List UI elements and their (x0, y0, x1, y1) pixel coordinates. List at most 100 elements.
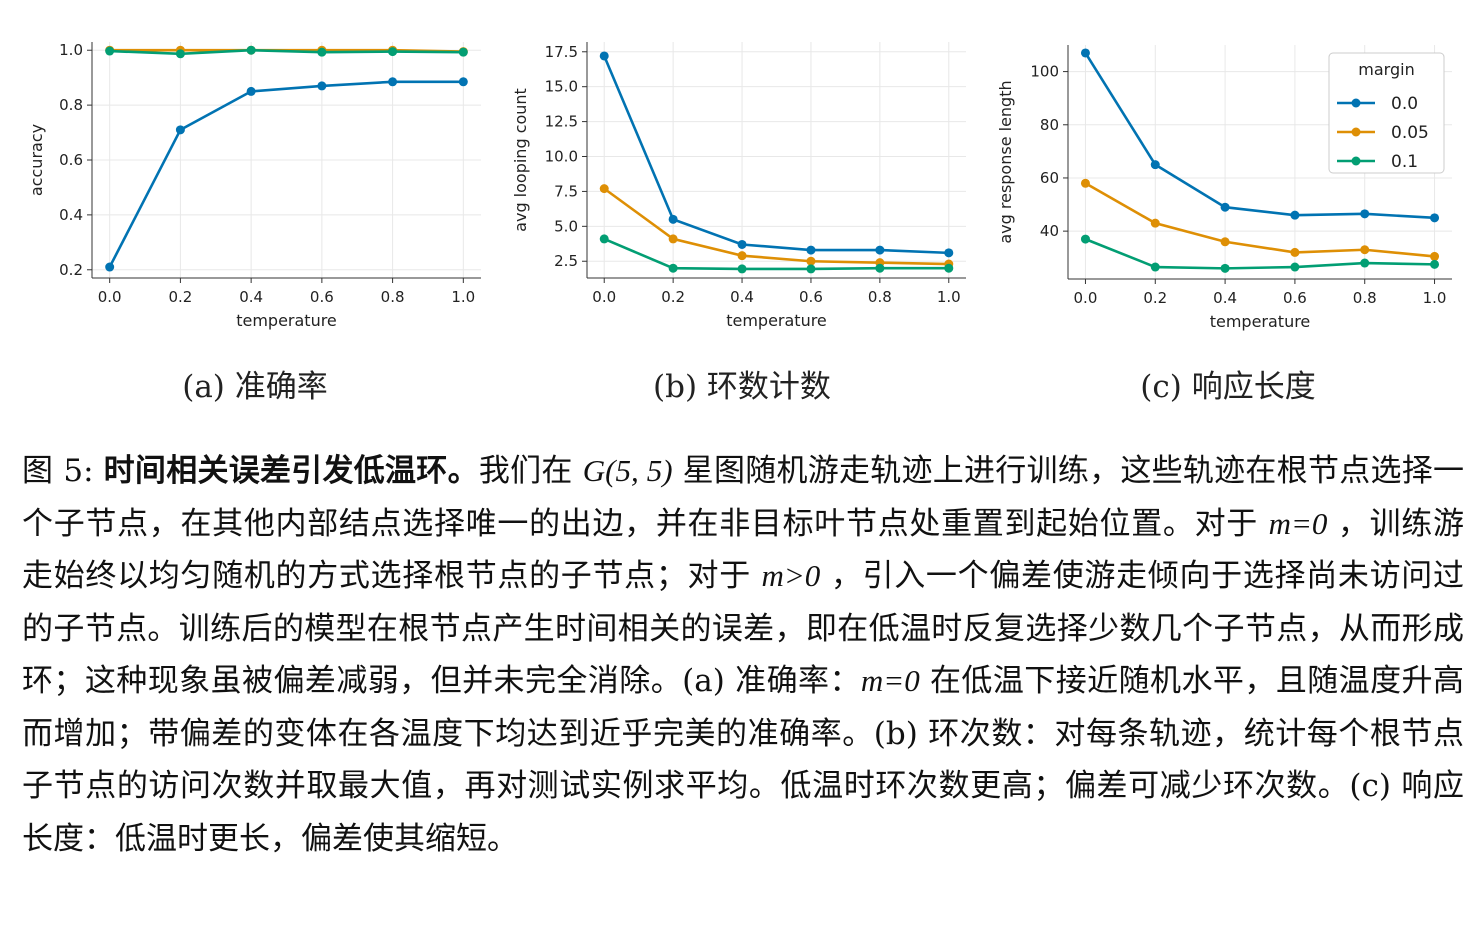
x-tick-label: 0.0 (1074, 289, 1098, 307)
data-point (1360, 245, 1370, 255)
x-tick-label: 0.2 (168, 288, 192, 306)
x-tick-label: 0.8 (1353, 289, 1377, 307)
y-tick-label: 60 (1040, 169, 1059, 187)
data-point (737, 264, 747, 274)
data-point (737, 239, 747, 249)
data-point (1220, 202, 1230, 212)
x-tick-label: 1.0 (937, 288, 961, 306)
series-line (109, 48, 464, 56)
y-tick-label: 0.2 (59, 261, 83, 279)
data-point (458, 77, 468, 87)
y-tick-label: 100 (1030, 63, 1059, 81)
legend-marker (1351, 127, 1361, 137)
data-point (1150, 262, 1160, 272)
legend-label: 0.05 (1391, 123, 1429, 143)
caption-math: m>0 (761, 558, 821, 593)
caption-bold: 时间相关误差引发低温环。 (103, 453, 479, 489)
caption-math: m=0 (1268, 505, 1328, 541)
x-tick-label: 0.6 (1283, 289, 1307, 307)
data-point (317, 47, 327, 57)
data-point (1150, 160, 1160, 170)
x-tick-label: 1.0 (451, 288, 475, 306)
y-axis-label: avg looping count (511, 88, 530, 232)
data-point (458, 47, 468, 57)
legend-marker (1351, 98, 1361, 108)
legend-box (1328, 52, 1445, 174)
y-tick-label: 10.0 (545, 148, 578, 166)
x-tick-label: 0.0 (592, 288, 616, 306)
y-tick-label: 0.8 (59, 96, 83, 114)
y-tick-label: 1.0 (59, 41, 83, 59)
subcaption: (a) 准确率 (182, 369, 328, 405)
data-point (1080, 178, 1090, 188)
data-point (944, 263, 954, 273)
data-point (806, 264, 816, 274)
x-tick-label: 0.0 (98, 288, 122, 306)
data-point (668, 214, 678, 224)
y-tick-label: 5.0 (554, 217, 578, 235)
data-point (1360, 258, 1370, 268)
series-line (1084, 237, 1435, 270)
caption-normal: 星图随机游走轨迹上进行训练，这些轨迹在根节点选择一个子节点，在其他内部结点选择唯… (22, 453, 1464, 542)
x-tick-label: 0.8 (381, 288, 405, 306)
legend-label: 0.0 (1391, 94, 1418, 114)
data-point (317, 81, 327, 91)
x-tick-label: 0.8 (868, 288, 892, 306)
y-tick-label: 2.5 (554, 252, 578, 270)
y-tick-label: 15.0 (545, 78, 578, 96)
x-axis-label: temperature (726, 311, 827, 330)
data-point (1080, 234, 1090, 244)
data-point (599, 184, 609, 194)
series-line (1084, 182, 1435, 258)
data-point (1290, 210, 1300, 220)
data-point (875, 263, 885, 273)
series-line (108, 80, 464, 268)
data-point (875, 245, 885, 255)
series-line (1084, 52, 1435, 220)
data-point (599, 51, 609, 61)
y-tick-label: 40 (1040, 222, 1059, 240)
x-tick-label: 0.6 (799, 288, 823, 306)
data-point (388, 47, 398, 57)
data-point (175, 125, 185, 135)
x-axis-label: temperature (236, 311, 337, 330)
data-point (1290, 262, 1300, 272)
y-tick-label: 0.6 (59, 151, 83, 169)
caption-normal: 图 5: (22, 453, 104, 489)
data-point (175, 49, 185, 59)
data-point (246, 86, 256, 96)
data-point (1430, 213, 1440, 223)
legend-marker (1351, 156, 1361, 166)
figure: 0.0 0.2 0.4 0.6 0.8 1.0 0.2 0.4 0.6 0.8 1.0 tempera… (27, 41, 1452, 405)
y-tick-label: 12.5 (545, 113, 578, 131)
caption-normal: 在低温下接近随机水平，且随温度升高而增加；带偏差的变体在各温度下均达到近乎完美的… (22, 663, 1464, 857)
data-point (1290, 247, 1300, 257)
data-point (246, 45, 256, 55)
data-point (806, 256, 816, 266)
data-point (1080, 48, 1090, 58)
caption-normal: 我们在 (478, 453, 583, 489)
figure-caption: 图 5: 时间相关误差引发低温环。我们在 G(5, 5) 星图随机游走轨迹上进行… (22, 445, 1464, 865)
data-point (388, 77, 398, 87)
data-point (1430, 251, 1440, 261)
data-point (105, 46, 115, 56)
y-tick-label: 80 (1040, 116, 1059, 134)
x-tick-label: 0.4 (1213, 289, 1237, 307)
data-point (105, 262, 115, 272)
y-tick-label: 0.4 (59, 206, 83, 224)
y-axis-label: avg response length (996, 80, 1015, 243)
data-point (806, 245, 816, 255)
caption-math: G(5, 5) (582, 453, 673, 488)
caption-normal: ，引入一个偏差使游走倾向于选择尚未访问过的子节点。训练后的模型在根节点产生时间相… (22, 558, 1464, 699)
series-line (603, 187, 949, 266)
legend-title: margin (1358, 60, 1414, 79)
data-point (944, 248, 954, 258)
subcaption: (b) 环数计数 (653, 369, 831, 405)
data-point (1360, 209, 1370, 219)
data-point (1220, 263, 1230, 273)
data-point (599, 234, 609, 244)
y-axis-label: accuracy (27, 124, 46, 196)
series-line (603, 55, 949, 255)
data-point (737, 251, 747, 261)
y-tick-label: 7.5 (554, 182, 578, 200)
